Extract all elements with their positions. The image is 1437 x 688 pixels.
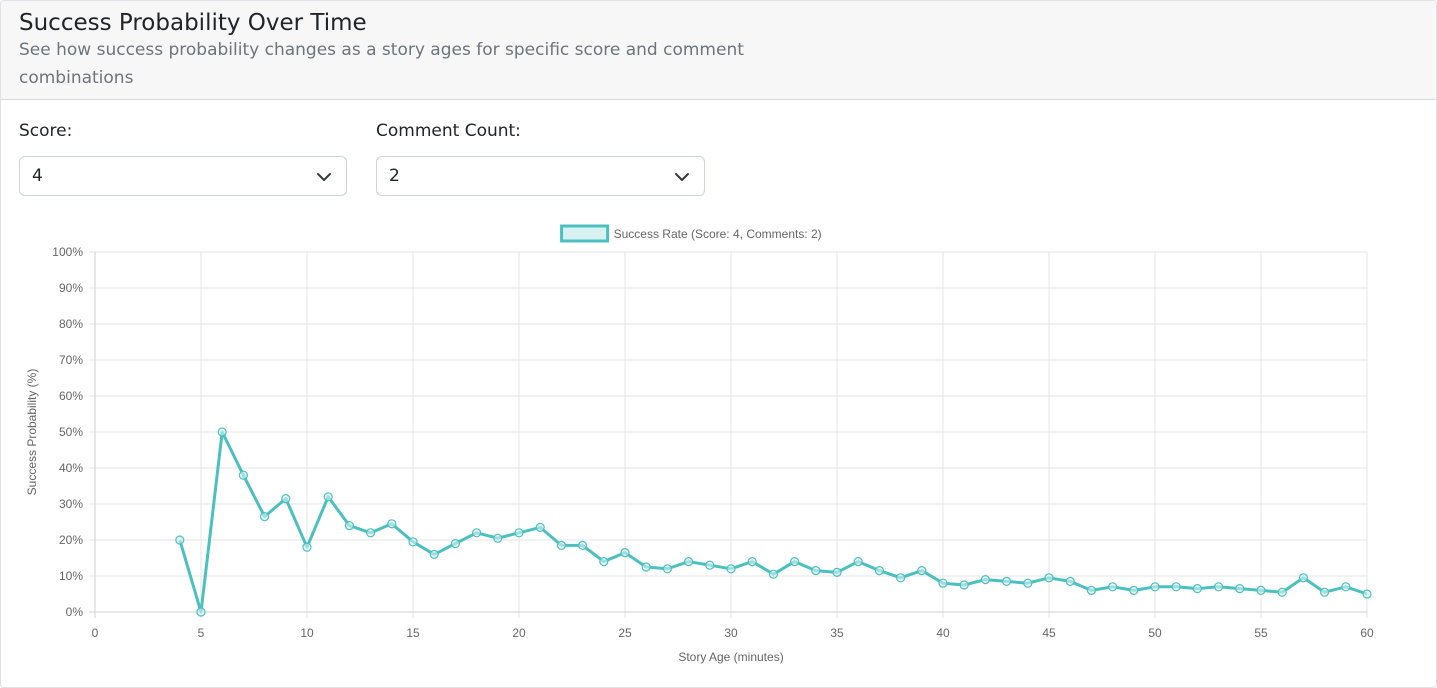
page-subtitle: See how success probability changes as a… <box>19 40 744 88</box>
data-point <box>1023 578 1033 588</box>
data-point <box>323 492 333 502</box>
data-point <box>1129 585 1139 595</box>
data-point <box>789 557 800 567</box>
data-point <box>1298 573 1309 583</box>
legend-label: Success Rate (Score: 4, Comments: 2) <box>614 227 822 241</box>
data-point <box>959 580 969 590</box>
x-tick-label: 10 <box>300 626 314 640</box>
score-label: Score: <box>19 121 73 141</box>
data-point <box>683 557 694 567</box>
y-axis-title: Success Probability (%) <box>25 369 39 496</box>
data-point <box>853 557 863 567</box>
data-point <box>1277 587 1287 597</box>
y-tick-label: 90% <box>59 281 83 295</box>
data-point <box>980 575 991 585</box>
y-tick-label: 80% <box>59 317 83 331</box>
x-tick-label: 5 <box>198 626 205 640</box>
data-point <box>811 566 821 576</box>
data-point <box>238 470 248 480</box>
comment-count-select-value: 2 <box>389 166 400 186</box>
data-point <box>366 528 376 538</box>
x-tick-label: 45 <box>1042 626 1056 640</box>
data-point <box>1107 582 1118 592</box>
data-point <box>556 540 567 550</box>
x-tick-label: 60 <box>1360 626 1374 640</box>
data-point <box>514 528 524 538</box>
data-point <box>472 528 482 538</box>
x-axis-title: Story Age (minutes) <box>678 650 783 664</box>
y-tick-label: 10% <box>59 569 83 583</box>
data-point <box>620 548 630 558</box>
data-point <box>1065 576 1075 586</box>
data-point <box>662 564 673 574</box>
comment-count-select[interactable]: 2 <box>376 156 705 196</box>
data-point <box>1086 585 1097 595</box>
data-point <box>577 540 588 550</box>
x-tick-label: 15 <box>406 626 420 640</box>
data-point <box>175 535 185 545</box>
x-tick-label: 25 <box>618 626 632 640</box>
y-tick-label: 0% <box>66 605 84 619</box>
data-point <box>408 537 418 547</box>
y-tick-label: 100% <box>52 245 83 259</box>
data-point <box>1256 585 1266 595</box>
x-tick-label: 40 <box>936 626 950 640</box>
comment-count-label: Comment Count: <box>376 121 521 141</box>
data-point <box>747 557 757 567</box>
data-point <box>1235 584 1245 594</box>
data-point <box>196 607 206 617</box>
data-point <box>281 494 291 504</box>
y-tick-label: 20% <box>59 533 83 547</box>
data-point <box>1192 584 1203 594</box>
x-tick-label: 30 <box>724 626 738 640</box>
data-point <box>429 549 439 559</box>
data-point <box>1213 582 1224 592</box>
x-tick-label: 0 <box>92 626 99 640</box>
data-point <box>344 521 354 531</box>
data-point <box>535 522 545 532</box>
data-point <box>938 578 948 588</box>
data-point <box>874 566 885 576</box>
x-tick-label: 55 <box>1254 626 1268 640</box>
series-line <box>178 430 1368 614</box>
data-point <box>493 533 503 543</box>
data-point <box>768 569 779 579</box>
card-header: Success Probability Over Time See how su… <box>1 1 1436 100</box>
data-point <box>1362 589 1372 599</box>
chevron-down-icon <box>675 173 689 181</box>
data-point <box>832 567 842 577</box>
page-title: Success Probability Over Time <box>19 10 367 36</box>
data-point <box>726 564 736 574</box>
score-select-value: 4 <box>32 166 43 186</box>
score-select[interactable]: 4 <box>19 156 347 196</box>
data-point <box>302 542 312 552</box>
data-point <box>260 512 270 522</box>
data-point <box>450 539 460 549</box>
data-point <box>387 519 397 529</box>
data-point <box>1171 582 1181 592</box>
data-point <box>1001 576 1012 586</box>
data-point <box>1319 587 1330 597</box>
y-tick-label: 30% <box>59 497 83 511</box>
y-tick-label: 40% <box>59 461 83 475</box>
y-tick-label: 60% <box>59 389 83 403</box>
x-tick-label: 50 <box>1148 626 1162 640</box>
y-tick-label: 50% <box>59 425 83 439</box>
data-point <box>217 427 227 437</box>
data-point <box>1341 582 1351 592</box>
data-point <box>917 566 927 576</box>
legend-swatch <box>560 224 610 243</box>
data-point <box>895 573 906 583</box>
data-point <box>1150 582 1160 592</box>
x-tick-label: 35 <box>830 626 844 640</box>
data-point <box>641 562 651 572</box>
chevron-down-icon <box>317 173 331 181</box>
y-tick-label: 70% <box>59 353 83 367</box>
success-probability-chart: 0% 10% 20% 30% 40% 50% 60% 70% 80% 90% 100% 0 5 10 15 2… <box>25 224 1374 664</box>
data-point <box>1044 573 1054 583</box>
x-tick-label: 20 <box>512 626 526 640</box>
data-point <box>599 557 609 567</box>
data-point <box>705 560 715 570</box>
